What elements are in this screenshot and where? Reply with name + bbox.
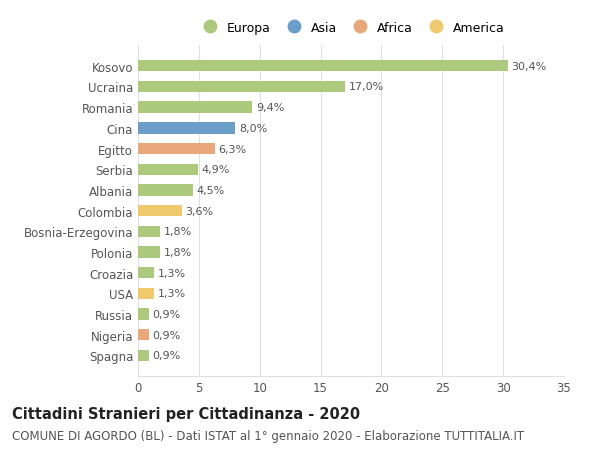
Legend: Europa, Asia, Africa, America: Europa, Asia, Africa, America: [194, 19, 508, 37]
Text: 4,9%: 4,9%: [201, 165, 230, 175]
Text: Cittadini Stranieri per Cittadinanza - 2020: Cittadini Stranieri per Cittadinanza - 2…: [12, 406, 360, 421]
Bar: [138, 350, 149, 361]
Bar: [138, 144, 215, 155]
Bar: [138, 102, 253, 113]
Bar: [138, 330, 149, 341]
Bar: [138, 268, 154, 279]
Bar: [138, 185, 193, 196]
Text: 0,9%: 0,9%: [152, 351, 181, 361]
Text: 8,0%: 8,0%: [239, 123, 267, 134]
Bar: [138, 309, 149, 320]
Text: 17,0%: 17,0%: [349, 82, 384, 92]
Bar: [138, 206, 182, 217]
Bar: [138, 164, 197, 175]
Text: 0,9%: 0,9%: [152, 309, 181, 319]
Text: 1,8%: 1,8%: [164, 227, 192, 237]
Text: COMUNE DI AGORDO (BL) - Dati ISTAT al 1° gennaio 2020 - Elaborazione TUTTITALIA.: COMUNE DI AGORDO (BL) - Dati ISTAT al 1°…: [12, 429, 524, 442]
Text: 1,3%: 1,3%: [157, 289, 185, 299]
Bar: [138, 123, 235, 134]
Text: 3,6%: 3,6%: [185, 206, 214, 216]
Bar: [138, 226, 160, 237]
Bar: [138, 288, 154, 299]
Text: 6,3%: 6,3%: [218, 144, 247, 154]
Text: 30,4%: 30,4%: [512, 62, 547, 72]
Text: 0,9%: 0,9%: [152, 330, 181, 340]
Text: 4,5%: 4,5%: [196, 185, 224, 196]
Bar: [138, 82, 345, 93]
Text: 1,3%: 1,3%: [157, 268, 185, 278]
Bar: [138, 61, 508, 72]
Text: 9,4%: 9,4%: [256, 103, 284, 113]
Text: 1,8%: 1,8%: [164, 247, 192, 257]
Bar: [138, 247, 160, 258]
